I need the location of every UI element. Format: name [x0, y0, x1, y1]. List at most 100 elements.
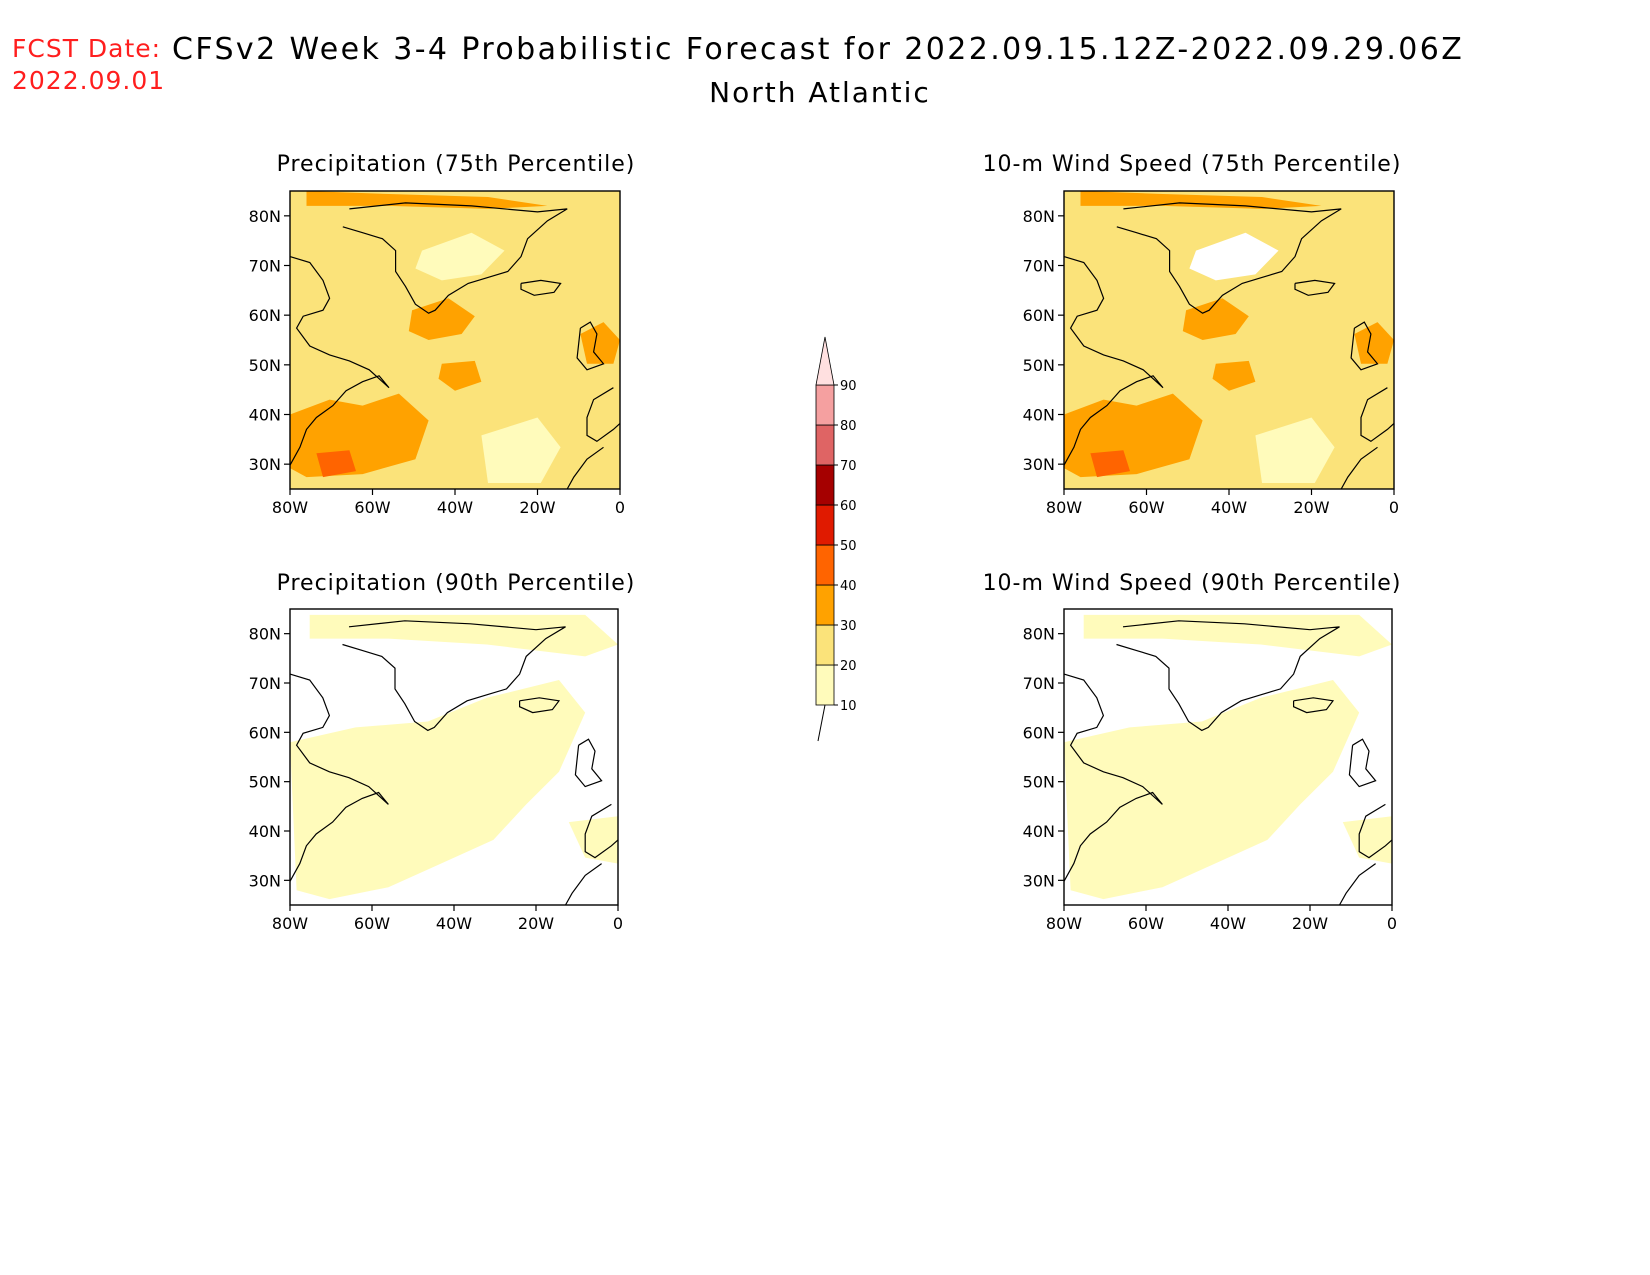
lon-tick-label: 80W [1046, 914, 1082, 933]
probability-contour [1090, 450, 1130, 478]
lon-tick-label: 40W [1211, 498, 1247, 517]
lon-tick-label: 0 [615, 498, 625, 517]
lon-tick-label: 20W [518, 914, 554, 933]
coastline [1338, 863, 1376, 906]
colorbar-segment [815, 424, 835, 466]
colorbar-label: 30 [840, 619, 857, 634]
lon-tick-label: 20W [1292, 914, 1328, 933]
coastline [1348, 738, 1377, 788]
lat-tick-label: 50N [1023, 773, 1055, 792]
probability-contour [481, 417, 561, 483]
lat-tick-label: 50N [249, 773, 281, 792]
fcst-date-label: FCST Date: [12, 34, 162, 63]
coastline [564, 863, 602, 906]
lat-tick-label: 60N [249, 723, 281, 742]
lon-tick-label: 0 [1389, 498, 1399, 517]
colorbar-label: 60 [840, 499, 857, 514]
panel-title-precip-75: Precipitation (75th Percentile) [276, 152, 636, 177]
probability-contour [1083, 614, 1392, 657]
lat-tick-label: 80N [249, 625, 281, 644]
colorbar-label: 20 [840, 659, 857, 674]
lon-tick-label: 40W [436, 914, 472, 933]
coastline [520, 279, 562, 296]
lat-tick-label: 30N [1023, 455, 1055, 474]
coastline [1293, 697, 1335, 714]
probability-contour [415, 232, 505, 281]
coastline [566, 446, 604, 490]
lon-tick-label: 60W [354, 914, 390, 933]
probability-contour [290, 680, 586, 900]
lon-tick-label: 80W [272, 498, 308, 517]
coastline [576, 321, 605, 371]
main-title: CFSv2 Week 3-4 Probabilistic Forecast fo… [172, 32, 1465, 67]
lat-tick-label: 30N [249, 455, 281, 474]
colorbar-tail [817, 704, 826, 742]
colorbar-segment [815, 464, 835, 506]
lat-tick-label: 40N [249, 406, 281, 425]
coastline [342, 202, 568, 314]
map-wind-90: 30N 40N 50N 60N 70N 80N 80W 60W 40W 20W 0 [1023, 608, 1397, 933]
colorbar-label: 80 [840, 419, 857, 434]
lat-tick-label: 80N [1023, 625, 1055, 644]
lon-tick-label: 60W [1128, 498, 1164, 517]
map-precip-90: 30N 40N 50N 60N 70N 80N 80W 60W 40W 20W 0 [249, 608, 623, 933]
colorbar-segment [815, 384, 835, 426]
colorbar-segment [815, 664, 835, 706]
coastline [1116, 202, 1342, 314]
probability-contour [1354, 322, 1394, 364]
colorbar-segment [815, 624, 835, 666]
coastline [1358, 803, 1393, 859]
probability-contour [580, 322, 620, 364]
probability-contour [568, 816, 618, 864]
coastline [1116, 620, 1340, 732]
colorbar-label: 90 [840, 379, 857, 394]
colorbar: 10 20 30 40 50 60 70 80 90 [815, 336, 857, 742]
lat-tick-label: 70N [1023, 257, 1055, 276]
lat-tick-label: 40N [249, 822, 281, 841]
coastline [289, 673, 389, 882]
lon-tick-label: 0 [1387, 914, 1397, 933]
probability-contour [1080, 191, 1322, 209]
region-title: North Atlantic [709, 76, 931, 109]
coastline [586, 387, 621, 443]
probability-contour [1342, 816, 1392, 864]
probability-contour [316, 450, 356, 478]
lon-tick-label: 0 [613, 914, 623, 933]
probability-contour [1189, 232, 1279, 281]
coastline [1294, 279, 1336, 296]
lat-tick-label: 60N [1023, 306, 1055, 325]
lon-tick-label: 40W [1210, 914, 1246, 933]
colorbar-label: 10 [840, 699, 857, 714]
lat-tick-label: 80N [249, 207, 281, 226]
lat-tick-label: 70N [249, 674, 281, 693]
map-precip-75: 30N 40N 50N 60N 70N 80N 80W 60W 40W 20W 0 [249, 190, 625, 517]
coastline [1063, 673, 1163, 882]
lon-tick-label: 40W [437, 498, 473, 517]
colorbar-label: 50 [840, 539, 857, 554]
colorbar-segment [815, 584, 835, 626]
coastline [1350, 321, 1379, 371]
lon-tick-label: 80W [1046, 498, 1082, 517]
lat-tick-label: 60N [249, 306, 281, 325]
coastline [574, 738, 603, 788]
panel-title-precip-90: Precipitation (90th Percentile) [276, 571, 636, 596]
probability-contour [309, 614, 618, 657]
lat-tick-label: 80N [1023, 207, 1055, 226]
probability-contour [408, 298, 475, 340]
colorbar-segment [815, 504, 835, 546]
colorbar-segment [815, 544, 835, 586]
coastline [1360, 387, 1395, 443]
probability-contour [438, 360, 482, 391]
coastline [1340, 446, 1378, 490]
lat-tick-label: 70N [249, 257, 281, 276]
colorbar-label: 70 [840, 459, 857, 474]
lon-tick-label: 60W [1128, 914, 1164, 933]
probability-contour [1212, 360, 1256, 391]
lat-tick-label: 30N [249, 871, 281, 890]
map-wind-75: 30N 40N 50N 60N 70N 80N 80W 60W 40W 20W 0 [1023, 190, 1399, 517]
lat-tick-label: 70N [1023, 674, 1055, 693]
probability-contour [1255, 417, 1335, 483]
lat-tick-label: 50N [249, 356, 281, 375]
panel-title-wind-75: 10-m Wind Speed (75th Percentile) [982, 152, 1402, 177]
coastline [1063, 256, 1164, 466]
